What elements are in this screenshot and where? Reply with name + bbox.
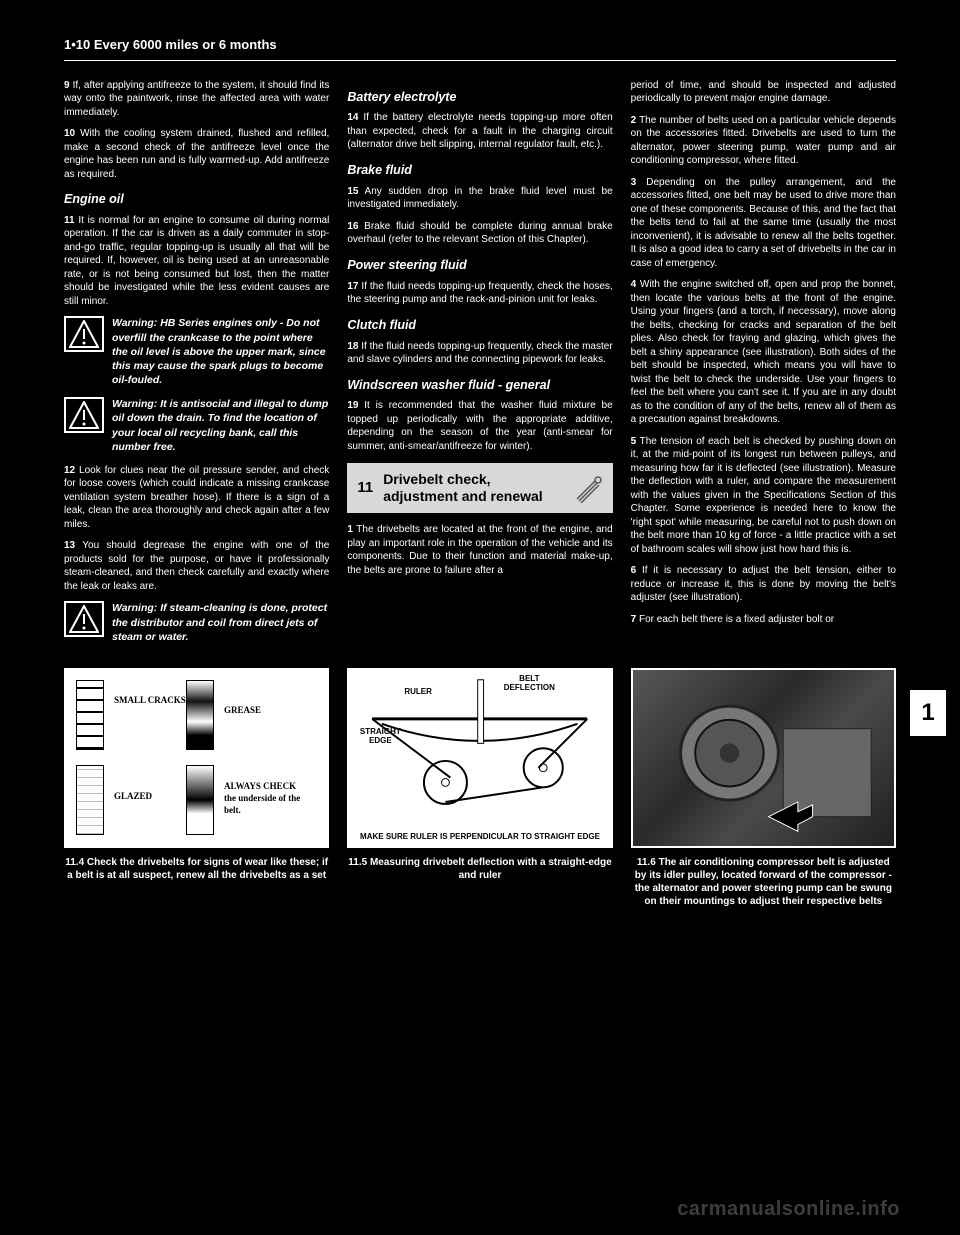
section-number: 11 xyxy=(357,478,373,498)
label-glazed: GLAZED xyxy=(114,790,152,802)
num: 11 xyxy=(64,215,75,226)
num: 5 xyxy=(631,436,637,447)
warning-text: Warning: HB Series engines only - Do not… xyxy=(112,316,329,387)
num: 17 xyxy=(347,281,358,292)
label-always-check: ALWAYS CHECK the underside of the belt. xyxy=(224,780,304,816)
column-3: period of time, and should be inspected … xyxy=(631,79,896,654)
subhead-clutch: Clutch fluid xyxy=(347,317,612,334)
text: It is recommended that the washer fluid … xyxy=(347,400,612,452)
figure-3-caption: 11.6 The air conditioning compressor bel… xyxy=(631,856,896,908)
num: 7 xyxy=(631,614,637,625)
spanner-icon xyxy=(573,473,603,503)
subhead-battery: Battery electrolyte xyxy=(347,89,612,106)
column-1: 9 If, after applying antifreeze to the s… xyxy=(64,79,329,654)
num: 1 xyxy=(347,524,353,535)
text: Depending on the pulley arrangement, and… xyxy=(631,177,896,269)
text: With the cooling system drained, flushed… xyxy=(64,128,329,180)
text: Look for clues near the oil pressure sen… xyxy=(64,465,329,530)
text: Any sudden drop in the brake fluid level… xyxy=(347,186,612,211)
num: 4 xyxy=(631,279,637,290)
num: 13 xyxy=(64,540,75,551)
text: With the engine switched off, open and p… xyxy=(631,279,896,425)
warning-icon xyxy=(64,601,104,637)
num: 16 xyxy=(347,221,358,232)
figure-1: SMALL CRACKS GREASE GLAZED ALWAYS CHECK … xyxy=(64,668,329,908)
header-rule xyxy=(64,60,896,61)
column-2: Battery electrolyte 14 If the battery el… xyxy=(347,79,612,654)
num: 14 xyxy=(347,112,358,123)
label-ruler: RULER xyxy=(404,688,432,697)
label-grease: GREASE xyxy=(224,704,261,716)
num: 10 xyxy=(64,128,75,139)
subhead-brake: Brake fluid xyxy=(347,162,612,179)
watermark: carmanualsonline.info xyxy=(677,1196,900,1223)
num: 15 xyxy=(347,186,358,197)
subhead-steering: Power steering fluid xyxy=(347,257,612,274)
text: It is normal for an engine to consume oi… xyxy=(64,215,329,307)
text: If the fluid needs topping-up frequently… xyxy=(347,341,612,366)
subhead-washer: Windscreen washer fluid - general xyxy=(347,377,612,394)
text: The tension of each belt is checked by p… xyxy=(631,436,896,555)
figure-2: RULER BELT DEFLECTION STRAIGHT EDGE MAKE… xyxy=(347,668,612,908)
figure-1-caption: 11.4 Check the drivebelts for signs of w… xyxy=(64,856,329,882)
text: If the battery electrolyte needs topping… xyxy=(347,112,612,150)
label-straight-edge: STRAIGHT EDGE xyxy=(355,728,405,746)
num: 18 xyxy=(347,341,358,352)
section-title: Drivebelt check, adjustment and renewal xyxy=(383,471,562,505)
text: period of time, and should be inspected … xyxy=(631,79,896,106)
text: Brake fluid should be complete during an… xyxy=(347,221,612,246)
warning-icon xyxy=(64,397,104,433)
num: 6 xyxy=(631,565,637,576)
text: If, after applying antifreeze to the sys… xyxy=(64,80,329,118)
label-perpendicular: MAKE SURE RULER IS PERPENDICULAR TO STRA… xyxy=(349,833,610,842)
num: 19 xyxy=(347,400,358,411)
num: 3 xyxy=(631,177,637,188)
text: If the fluid needs topping-up frequently… xyxy=(347,281,612,306)
warning-icon xyxy=(64,316,104,352)
num: 9 xyxy=(64,80,70,91)
warning-text: Warning: It is antisocial and illegal to… xyxy=(112,397,329,454)
figure-3: 11.6 The air conditioning compressor bel… xyxy=(631,668,896,908)
warning-text: Warning: If steam-cleaning is done, prot… xyxy=(112,601,329,644)
text: You should degrease the engine with one … xyxy=(64,540,329,592)
text: For each belt there is a fixed adjuster … xyxy=(639,614,834,625)
page-header-left: 1•10 Every 6000 miles or 6 months xyxy=(64,36,277,54)
text: If it is necessary to adjust the belt te… xyxy=(631,565,896,603)
figure-2-caption: 11.5 Measuring drivebelt deflection with… xyxy=(347,856,612,882)
subhead-engine-oil: Engine oil xyxy=(64,191,329,208)
label-belt-deflection: BELT DEFLECTION xyxy=(499,675,559,693)
text: The drivebelts are located at the front … xyxy=(347,524,612,576)
section-heading-box: 11 Drivebelt check, adjustment and renew… xyxy=(347,463,612,513)
num: 2 xyxy=(631,115,637,126)
side-tab: 1 xyxy=(910,690,946,736)
num: 12 xyxy=(64,465,75,476)
text: The number of belts used on a particular… xyxy=(631,115,896,167)
label-small-cracks: SMALL CRACKS xyxy=(114,694,186,706)
